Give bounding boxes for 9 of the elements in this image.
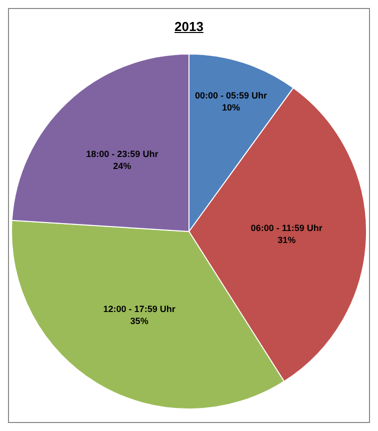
slice-label: 00:00 - 05:59 Uhr	[194, 90, 268, 101]
data-label: 31%	[278, 235, 296, 246]
slice-label: 12:00 - 17:59 Uhr	[103, 304, 176, 314]
slice-label: 18:00 - 23:59 Uhr	[86, 148, 159, 159]
data-label: 35%	[130, 316, 148, 326]
slice-label: 06:00 - 11:59 Uhr	[250, 223, 323, 234]
data-label: 10%	[222, 102, 240, 113]
data-label: 24%	[113, 160, 132, 171]
chart-title: 2013	[174, 19, 204, 34]
